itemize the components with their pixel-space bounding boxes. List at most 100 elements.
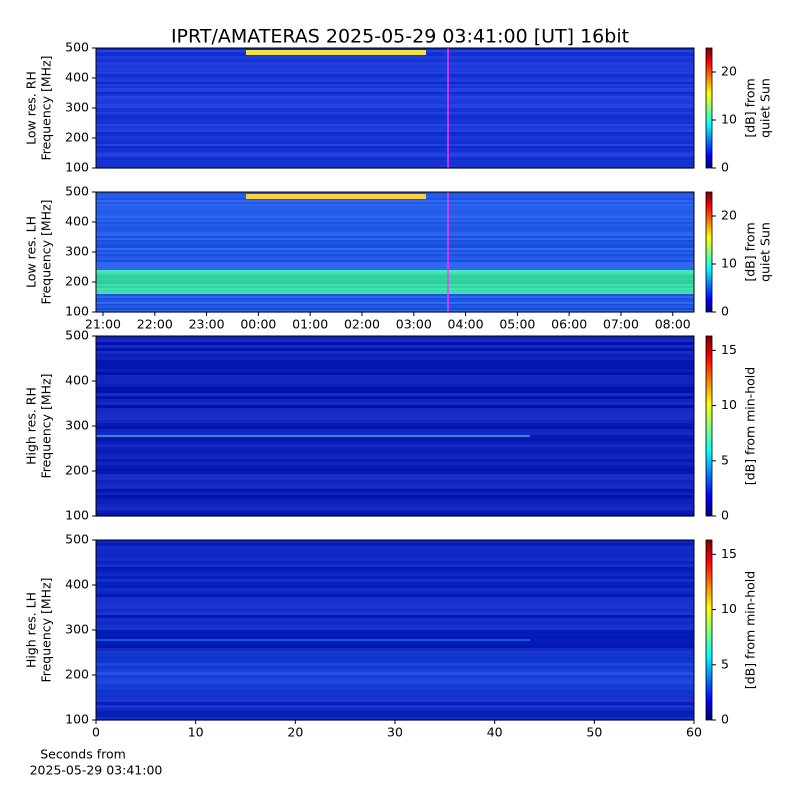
spectrogram-row xyxy=(96,54,694,57)
y-tick-label: 100 xyxy=(65,160,89,175)
spectrogram-row xyxy=(96,612,694,616)
spectrogram-row xyxy=(96,290,694,293)
spectrogram-row xyxy=(96,627,694,631)
spectrogram-row xyxy=(96,489,694,493)
spectrogram-row xyxy=(96,66,694,69)
x-tick-label: 40 xyxy=(487,725,503,740)
spectrogram-row xyxy=(96,70,694,73)
spectrogram-row xyxy=(96,579,694,583)
spectrogram-row xyxy=(96,696,694,700)
spectrogram-row xyxy=(96,432,694,436)
x-tick-label: 00:00 xyxy=(240,317,276,332)
spectrogram-row xyxy=(96,128,694,131)
spectrogram-row xyxy=(96,717,694,721)
spectrogram-row xyxy=(96,94,694,97)
y-tick-label: 400 xyxy=(65,214,89,229)
colorbar-tick-label: 10 xyxy=(721,112,737,127)
spectrogram-row xyxy=(96,152,694,155)
spectrogram-row xyxy=(96,160,694,163)
spectrogram-row xyxy=(96,74,694,77)
spectrogram-row xyxy=(96,558,694,562)
spectrogram-row xyxy=(96,603,694,607)
y-axis-label: High res. RH xyxy=(24,387,39,465)
x-tick-label: 08:00 xyxy=(655,317,691,332)
spectrogram-row xyxy=(96,495,694,499)
spectrogram-row xyxy=(96,72,694,75)
colorbar-label: quiet Sun xyxy=(758,78,773,138)
spectrogram-row xyxy=(96,540,694,544)
y-tick-label: 400 xyxy=(65,577,89,592)
spectrogram-row xyxy=(96,501,694,505)
spectrogram-row xyxy=(246,194,426,199)
spectrogram-row xyxy=(96,480,694,484)
spectrogram-row xyxy=(96,564,694,568)
spectrogram-row xyxy=(96,663,694,667)
spectrogram-row xyxy=(96,158,694,161)
spectrogram-row xyxy=(96,132,694,135)
spectrogram-row xyxy=(96,120,694,123)
spectrogram-row xyxy=(96,58,694,61)
spectrogram-row xyxy=(96,256,694,259)
spectrogram-row xyxy=(96,468,694,472)
spectrogram-row xyxy=(96,684,694,688)
spectrogram-row xyxy=(96,633,694,637)
spectrogram-row xyxy=(96,98,694,101)
spectrogram-row xyxy=(96,124,694,127)
spectrogram-row xyxy=(96,678,694,682)
colorbar-tick-label: 5 xyxy=(721,452,729,467)
colorbar-tick-label: 15 xyxy=(721,546,737,561)
spectrogram-row xyxy=(96,60,694,63)
y-axis-label: Frequency [MHz] xyxy=(39,55,54,160)
x-tick-label: 21:00 xyxy=(85,317,121,332)
spectrogram-row xyxy=(96,200,694,203)
colorbar-tick-label: 0 xyxy=(721,508,729,523)
y-axis-label: Frequency [MHz] xyxy=(39,373,54,478)
spectrogram-row xyxy=(96,585,694,589)
spectrogram-row xyxy=(96,258,694,261)
spectrogram-row xyxy=(96,78,694,81)
x-tick-label: 04:00 xyxy=(448,317,484,332)
x-tick-label: 05:00 xyxy=(499,317,535,332)
spectrogram-row xyxy=(96,693,694,697)
y-tick-label: 100 xyxy=(65,304,89,319)
x-tick-label: 30 xyxy=(387,725,403,740)
colorbar-label: [dB] from xyxy=(743,222,758,281)
colorbar-label: [dB] from xyxy=(743,78,758,137)
spectrogram-row xyxy=(96,690,694,694)
spectrogram-row xyxy=(96,220,694,223)
spectrogram-row xyxy=(96,591,694,595)
spectrogram-row xyxy=(96,308,694,311)
spectrogram-row xyxy=(96,254,694,257)
spectrogram-row xyxy=(96,162,694,165)
y-tick-label: 500 xyxy=(65,40,89,55)
spectrogram-row xyxy=(96,462,694,466)
spectrogram-row xyxy=(96,126,694,129)
spectrogram-row xyxy=(96,639,694,643)
spectrogram-row xyxy=(96,351,694,355)
spectrogram-row xyxy=(96,112,694,115)
spectrogram-row xyxy=(96,284,694,287)
y-tick-label: 200 xyxy=(65,274,89,289)
x-tick-label: 0 xyxy=(92,725,100,740)
spectrogram-row xyxy=(96,204,694,207)
spectrogram-row xyxy=(96,396,694,400)
spectrogram-row xyxy=(96,106,694,109)
spectrogram-row xyxy=(96,444,694,448)
colorbar-tick-label: 0 xyxy=(721,304,729,319)
spectrogram-row xyxy=(96,296,694,299)
spectrogram-row xyxy=(96,164,694,167)
spectrogram-row xyxy=(96,48,694,51)
spectrogram-row xyxy=(96,345,694,349)
spectrogram-row xyxy=(96,414,694,418)
spectrogram-row xyxy=(96,138,694,141)
y-axis-label: Low res. RH xyxy=(24,71,39,145)
spectrogram-row xyxy=(96,214,694,217)
spectrogram-row xyxy=(96,192,694,195)
x-tick-label: 03:00 xyxy=(396,317,432,332)
spectrogram-row xyxy=(96,260,694,263)
spectrogram-row xyxy=(96,435,694,439)
spectrogram-row xyxy=(96,474,694,478)
spectrogram-row xyxy=(96,567,694,571)
spectrogram-row xyxy=(96,513,694,517)
spectrogram-row xyxy=(96,417,694,421)
